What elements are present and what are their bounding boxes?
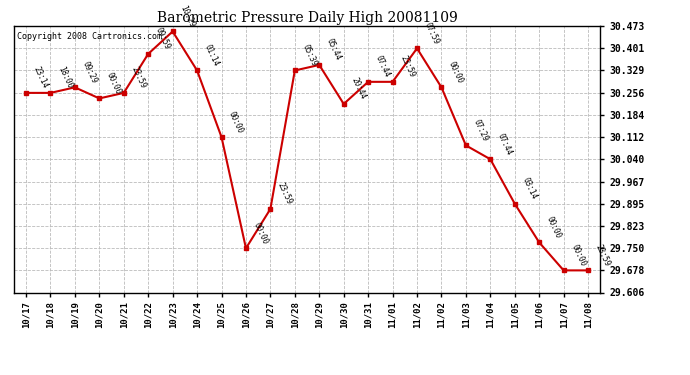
Text: 20:44: 20:44 (349, 76, 367, 101)
Text: 07:44: 07:44 (374, 54, 392, 79)
Text: 05:44: 05:44 (325, 38, 343, 62)
Text: 01:14: 01:14 (203, 43, 221, 68)
Text: 03:14: 03:14 (520, 176, 538, 201)
Text: 00:00: 00:00 (252, 221, 269, 246)
Text: 23:59: 23:59 (593, 243, 611, 268)
Title: Barometric Pressure Daily High 20081109: Barometric Pressure Daily High 20081109 (157, 11, 457, 25)
Text: 00:00: 00:00 (105, 71, 123, 96)
Text: 09:59: 09:59 (154, 26, 172, 51)
Text: 00:00: 00:00 (227, 110, 245, 134)
Text: 10:29: 10:29 (178, 4, 196, 29)
Text: 23:59: 23:59 (276, 182, 294, 206)
Text: 18:00: 18:00 (56, 65, 74, 90)
Text: 23:59: 23:59 (129, 65, 147, 90)
Text: 23:59: 23:59 (398, 54, 416, 79)
Text: 05:39: 05:39 (300, 43, 318, 68)
Text: 09:29: 09:29 (81, 60, 99, 85)
Text: 23:14: 23:14 (32, 65, 50, 90)
Text: 07:29: 07:29 (471, 118, 489, 142)
Text: 00:00: 00:00 (545, 215, 562, 240)
Text: 00:00: 00:00 (569, 243, 587, 268)
Text: 07:44: 07:44 (496, 132, 514, 156)
Text: 07:59: 07:59 (422, 21, 440, 46)
Text: 00:00: 00:00 (447, 60, 465, 85)
Text: Copyright 2008 Cartronics.com: Copyright 2008 Cartronics.com (17, 32, 161, 40)
